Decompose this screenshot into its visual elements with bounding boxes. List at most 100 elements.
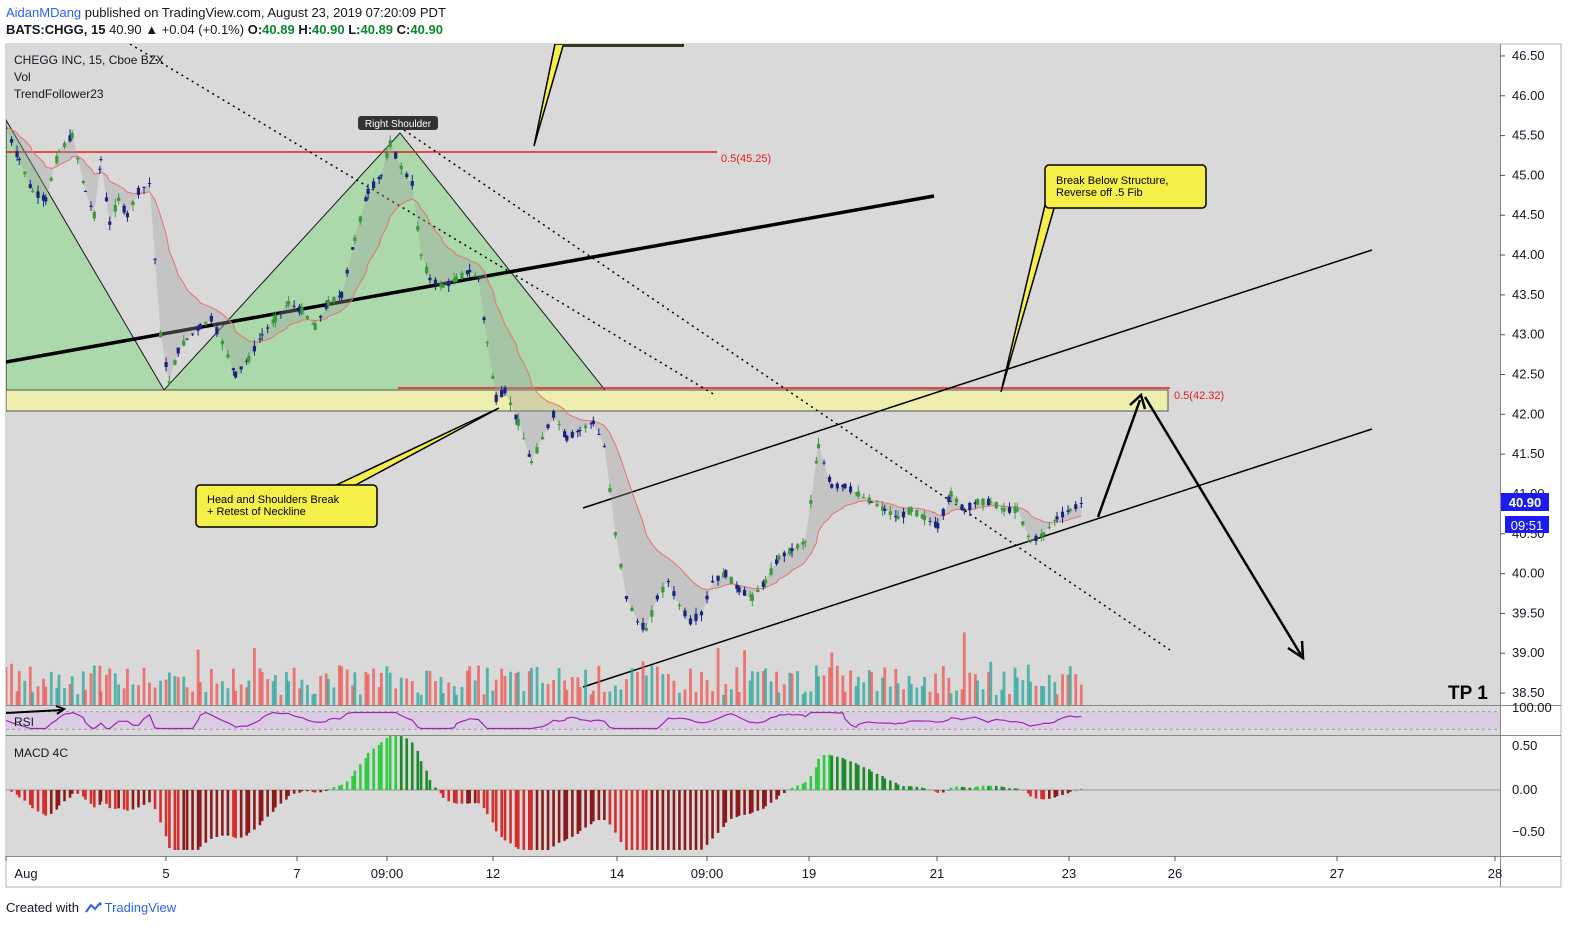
neckline-zone[interactable] (6, 389, 1169, 412)
candle-body (473, 275, 477, 277)
channel-upper-line[interactable] (582, 249, 1373, 509)
macd-bar (364, 758, 368, 790)
candle-body (92, 211, 96, 219)
candle-body (763, 579, 768, 584)
candle-body (724, 570, 728, 578)
macd-bar (769, 790, 773, 803)
macd-bar (1008, 788, 1011, 790)
price-axis-tick: 43.00 (1512, 327, 1545, 342)
channel-lower-line[interactable] (582, 428, 1373, 688)
candle-body (608, 487, 612, 492)
candle-body (565, 435, 569, 441)
candle-body (941, 508, 945, 517)
macd-bar (788, 789, 792, 791)
candle-body (425, 266, 429, 274)
volume-bar (6, 667, 8, 705)
projection-arrow-up[interactable] (1096, 399, 1142, 518)
macd-bar (705, 790, 709, 845)
volume-bar (619, 689, 623, 705)
candle-body (273, 315, 277, 323)
candle-body (570, 432, 574, 438)
candle-body (613, 532, 618, 536)
macd-bar (345, 781, 349, 790)
macd-bar (689, 790, 692, 850)
candle-body (1034, 535, 1038, 542)
candle-body (901, 511, 906, 518)
volume-bar (563, 680, 567, 705)
volume-bar (232, 668, 235, 705)
volume-bar (809, 691, 813, 705)
candle-body (319, 315, 323, 318)
break-callout-box[interactable] (1044, 164, 1207, 209)
volume-bar (345, 669, 349, 705)
candle-body (108, 221, 112, 225)
projection-arrow-down[interactable] (1143, 396, 1303, 656)
volume-bar (775, 671, 778, 705)
macd-bar (909, 786, 913, 790)
macd-bar (285, 790, 288, 800)
candle-body (875, 504, 879, 507)
macd-bar (735, 790, 739, 818)
macd-bar (949, 787, 953, 790)
candle-body (1000, 508, 1004, 510)
volume-bar (514, 673, 518, 705)
macd-bar (93, 790, 96, 808)
macd-bar (862, 767, 866, 790)
candle-body (287, 301, 291, 305)
macd-bar (1079, 788, 1083, 790)
volume-bar (108, 668, 112, 705)
volume-bar (49, 671, 53, 705)
candle-body (49, 178, 53, 181)
volume-bar (1040, 685, 1043, 705)
macd-bar (76, 790, 80, 794)
footer-text: Created with (6, 900, 79, 915)
candle-body (551, 411, 556, 418)
candle-body (142, 186, 146, 188)
hs-callout-box[interactable] (195, 484, 378, 528)
candle-body (190, 333, 195, 335)
candle-body (292, 305, 296, 307)
volume-bar (494, 679, 498, 705)
volume-bar (896, 683, 900, 705)
volume-bar (509, 671, 512, 705)
countdown-label: 09:51 (1511, 518, 1544, 533)
volume-bar (641, 661, 645, 705)
candle-body (928, 520, 932, 522)
candle-body (557, 424, 561, 426)
volume-bar (941, 665, 945, 705)
volume-bar (434, 681, 437, 705)
footer-brand-link[interactable]: TradingView (104, 900, 177, 915)
time-axis[interactable]: Aug 5 7 09:00 12 14 09:00 19 21 23 26 27 28 (5, 856, 1502, 881)
macd-bar (366, 752, 370, 790)
macd-bar (1034, 790, 1038, 799)
time-axis-tick: 19 (802, 866, 816, 881)
volume-bar (399, 677, 403, 705)
candle-body (379, 175, 383, 177)
dotted-trendline-2[interactable] (403, 129, 1171, 651)
macd-bar (185, 790, 189, 850)
candle-body (694, 613, 698, 621)
macd-bar (762, 790, 765, 809)
candle-body (98, 168, 102, 170)
candle-body (848, 486, 853, 493)
volume-bar (608, 691, 612, 705)
candle-body (790, 548, 794, 552)
macd-bar (70, 790, 74, 794)
volume-bar (1042, 686, 1046, 705)
candle-body (915, 510, 919, 517)
volume-bar (419, 694, 423, 705)
candle-body (936, 523, 940, 529)
volume-bar (258, 668, 262, 705)
candle-body (204, 321, 208, 324)
macd-bar (934, 790, 937, 792)
macd-bar (535, 790, 539, 850)
volume-bar (439, 677, 443, 705)
author-link[interactable]: AidanMDang (6, 5, 82, 20)
candle-body (994, 502, 998, 509)
volume-bar (625, 679, 628, 705)
candle-body (279, 311, 283, 313)
volume-bar (955, 690, 958, 705)
macd-bar (42, 790, 45, 814)
macd-bar (597, 790, 601, 820)
